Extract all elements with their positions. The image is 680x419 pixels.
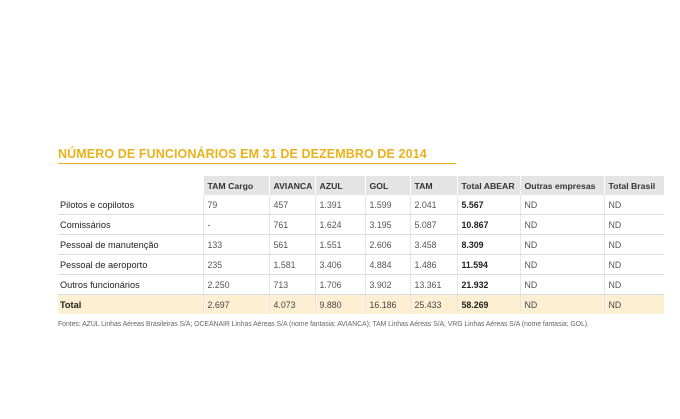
table-cell: 2.250 xyxy=(202,274,269,295)
table-cell: 1.551 xyxy=(314,234,365,255)
table-cell: 235 xyxy=(202,254,269,275)
title-underline xyxy=(58,163,456,164)
table-cell-total-abear: 8.309 xyxy=(456,234,520,255)
table-cell: 2.041 xyxy=(409,195,457,215)
table-cell: - xyxy=(202,214,269,235)
total-cell: 16.186 xyxy=(364,294,410,314)
row-label: Pilotos e copilotos xyxy=(58,195,203,215)
table-cell: ND xyxy=(603,195,664,215)
table-cell: 3.902 xyxy=(364,274,410,295)
table-cell: 3.195 xyxy=(364,214,410,235)
total-cell: 9.880 xyxy=(314,294,365,314)
table-cell: 1.599 xyxy=(364,195,410,215)
row-label: Outros funcionários xyxy=(58,274,203,295)
employees-table: TAM Cargo AVIANCA AZUL GOL TAM Total ABE… xyxy=(58,176,664,314)
header-row-label xyxy=(58,176,203,195)
table-cell: 5.087 xyxy=(409,214,457,235)
table-cell: ND xyxy=(519,195,604,215)
table-cell: 13.361 xyxy=(409,274,457,295)
table-cell: 3.458 xyxy=(409,234,457,255)
table-cell: 457 xyxy=(268,195,315,215)
table-cell: ND xyxy=(519,274,604,295)
table-cell: ND xyxy=(519,234,604,255)
header-total-brasil: Total Brasil xyxy=(603,176,664,195)
table-cell: ND xyxy=(519,214,604,235)
header-tam: TAM xyxy=(409,176,457,195)
table-cell: 4.884 xyxy=(364,254,410,275)
table-cell: 761 xyxy=(268,214,315,235)
table-title: NÚMERO DE FUNCIONÁRIOS EM 31 DE DEZEMBRO… xyxy=(58,147,427,161)
table-cell: 1.706 xyxy=(314,274,365,295)
source-footnote: Fontes: AZUL Linhas Aéreas Brasileiras S… xyxy=(58,321,589,328)
table-row: Comissários - 761 1.624 3.195 5.087 10.8… xyxy=(58,214,664,235)
table-cell: 1.486 xyxy=(409,254,457,275)
table-cell: 1.391 xyxy=(314,195,365,215)
total-cell: ND xyxy=(519,294,604,314)
header-tam-cargo: TAM Cargo xyxy=(202,176,269,195)
total-cell: 4.073 xyxy=(268,294,315,314)
header-azul: AZUL xyxy=(314,176,365,195)
total-cell: 2.697 xyxy=(202,294,269,314)
table-cell: 561 xyxy=(268,234,315,255)
table-cell-total-abear: 10.867 xyxy=(456,214,520,235)
row-label: Pessoal de aeroporto xyxy=(58,254,203,275)
table-cell-total-abear: 21.932 xyxy=(456,274,520,295)
table-cell: ND xyxy=(603,274,664,295)
table-cell: 79 xyxy=(202,195,269,215)
total-cell-total-abear: 58.269 xyxy=(456,294,520,314)
header-avianca: AVIANCA xyxy=(268,176,315,195)
table-row: Pessoal de aeroporto 235 1.581 3.406 4.8… xyxy=(58,254,664,275)
header-total-abear: Total ABEAR xyxy=(456,176,520,195)
table-cell: ND xyxy=(603,214,664,235)
table-cell: ND xyxy=(603,234,664,255)
table-cell: 713 xyxy=(268,274,315,295)
total-cell: 25.433 xyxy=(409,294,457,314)
header-row: TAM Cargo AVIANCA AZUL GOL TAM Total ABE… xyxy=(58,176,664,195)
header-gol: GOL xyxy=(364,176,410,195)
table-cell: 1.581 xyxy=(268,254,315,275)
table-cell-total-abear: 11.594 xyxy=(456,254,520,275)
table-cell: 1.624 xyxy=(314,214,365,235)
table-cell-total-abear: 5.567 xyxy=(456,195,520,215)
total-row-label: Total xyxy=(58,294,203,314)
table-cell: 2.606 xyxy=(364,234,410,255)
table-cell: ND xyxy=(519,254,604,275)
header-outras-empresas: Outras empresas xyxy=(519,176,604,195)
table-cell: ND xyxy=(603,254,664,275)
table-row: Outros funcionários 2.250 713 1.706 3.90… xyxy=(58,274,664,295)
total-cell: ND xyxy=(603,294,664,314)
row-label: Pessoal de manutenção xyxy=(58,234,203,255)
table-row: Pessoal de manutenção 133 561 1.551 2.60… xyxy=(58,234,664,255)
row-label: Comissários xyxy=(58,214,203,235)
table-cell: 133 xyxy=(202,234,269,255)
total-row: Total 2.697 4.073 9.880 16.186 25.433 58… xyxy=(58,294,664,314)
table-cell: 3.406 xyxy=(314,254,365,275)
table-row: Pilotos e copilotos 79 457 1.391 1.599 2… xyxy=(58,195,664,215)
